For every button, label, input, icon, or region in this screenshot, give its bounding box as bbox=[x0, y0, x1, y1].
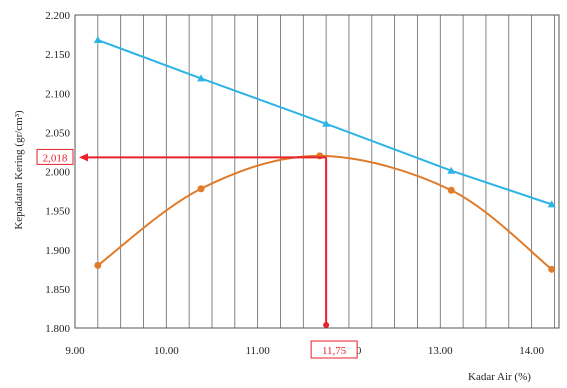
data-point bbox=[548, 265, 556, 273]
data-point bbox=[322, 119, 331, 127]
data-point bbox=[447, 186, 455, 194]
data-point bbox=[93, 36, 102, 44]
x-tick-label: 11.00 bbox=[245, 345, 270, 357]
optimum-moisture-box bbox=[310, 340, 358, 359]
series-line bbox=[97, 154, 553, 271]
data-point bbox=[447, 166, 456, 174]
x-tick-label: 10.00 bbox=[154, 345, 179, 357]
y-axis-ticks: 1.800 1.850 1.900 1.950 2.000 2.050 2.100 2.150… bbox=[45, 10, 70, 335]
optimum-moisture-label: 11,75 bbox=[322, 345, 347, 357]
plot-area bbox=[74, 14, 560, 329]
max-density-label: 2,018 bbox=[43, 152, 68, 164]
y-tick-label: 2.050 bbox=[45, 127, 70, 139]
y-tick-label: 1.800 bbox=[45, 323, 70, 335]
x-tick-label: 14.00 bbox=[519, 345, 544, 357]
y-tick-label: 2.000 bbox=[45, 167, 70, 179]
grid-lines bbox=[97, 15, 555, 328]
annotation-layer: 2,018 11,75 bbox=[36, 148, 358, 359]
x-tick-label: 9.00 bbox=[65, 345, 85, 357]
arrow-head-left bbox=[79, 153, 88, 162]
optimum-moisture-marker bbox=[323, 322, 330, 328]
y-axis-label: Kepadatan Kering (gr/cm³) bbox=[13, 110, 25, 230]
y-tick-label: 1.900 bbox=[45, 245, 70, 257]
y-tick-label: 2.100 bbox=[45, 88, 70, 100]
x-axis-label: Kadar Air (%) bbox=[468, 371, 531, 383]
series-layer bbox=[93, 36, 556, 273]
x-tick-label: 13.00 bbox=[428, 345, 453, 357]
y-tick-label: 2.200 bbox=[45, 10, 70, 22]
y-tick-label: 2.150 bbox=[45, 49, 70, 61]
data-point bbox=[197, 185, 205, 193]
max-density-box bbox=[36, 148, 74, 165]
data-point bbox=[94, 261, 102, 269]
data-point bbox=[547, 200, 556, 208]
y-tick-label: 1.850 bbox=[45, 284, 70, 296]
data-point bbox=[197, 74, 206, 82]
y-tick-label: 1.950 bbox=[45, 206, 70, 218]
